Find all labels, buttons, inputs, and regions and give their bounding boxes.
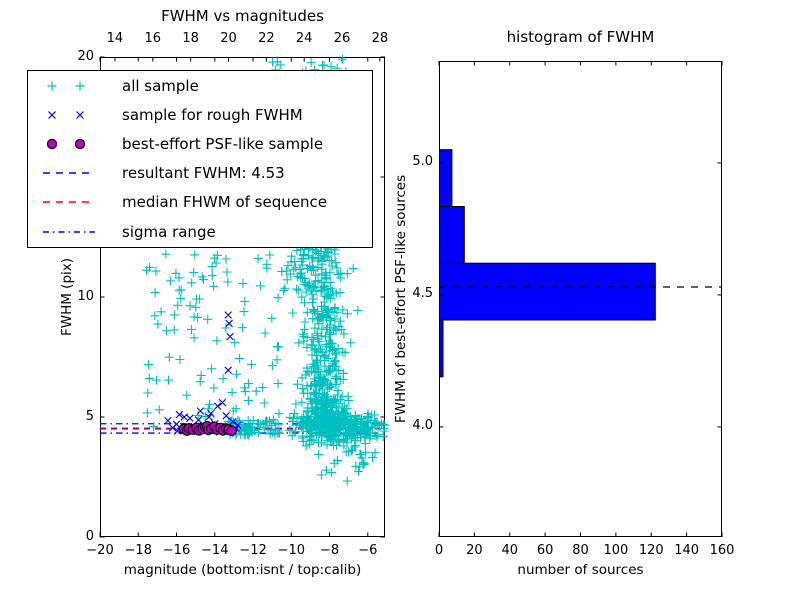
plus-legend-swatch-icon [47, 81, 85, 91]
left-ytick-label: 5 [85, 408, 94, 424]
histogram-bar [439, 262, 656, 321]
legend-item-label: all sample [122, 76, 199, 95]
right-plot-title: histogram of FWHM [506, 28, 655, 46]
left-top-tick-label: 28 [371, 31, 389, 46]
left-top-tick-label: 14 [106, 31, 124, 46]
legend: all sample sample for rough FWHM best-effo… [27, 70, 373, 248]
legend-item: best-effort PSF-like sample [28, 129, 372, 158]
left-xtick-label: −12 [239, 543, 267, 558]
dashdot-line-legend-swatch-icon [43, 230, 95, 233]
right-xtick-label: 160 [709, 543, 735, 558]
histogram-bars [439, 149, 656, 378]
left-top-tick-label: 16 [144, 31, 162, 46]
legend-item: resultant FWHM: 4.53 [28, 159, 372, 188]
histogram-bar [439, 149, 453, 207]
cross-legend-swatch-icon [48, 110, 84, 119]
right-plot-canvas [438, 61, 723, 537]
left-xtick-label: −8 [319, 543, 340, 558]
left-xtick-label: −6 [358, 543, 378, 558]
left-xtick-label: −18 [124, 543, 152, 558]
right-xtick-label: 60 [536, 543, 554, 558]
right-xtick-label: 120 [638, 543, 664, 558]
left-plot-title: FWHM vs magnitudes [161, 7, 324, 25]
left-ytick-label: 10 [77, 288, 94, 304]
left-xtick-label: −10 [277, 543, 305, 558]
series-psf-like [178, 420, 237, 437]
right-xtick-label: 20 [466, 543, 483, 558]
right-plot-ticks [438, 61, 723, 537]
right-xtick-label: 40 [501, 543, 519, 558]
circle-legend-swatch-icon [46, 138, 86, 150]
left-xtick-label: −14 [201, 543, 229, 558]
legend-item: median FHWM of sequence [28, 188, 372, 217]
right-xtick-label: 140 [674, 543, 700, 558]
right-ytick-label: 5.0 [412, 154, 433, 170]
left-ytick-label: 0 [85, 528, 94, 544]
left-top-tick-label: 26 [333, 31, 351, 46]
legend-item-label: sample for rough FWHM [122, 105, 303, 124]
left-xtick-label: −16 [162, 543, 191, 558]
right-xtick-label: 0 [434, 543, 444, 558]
left-top-tick-label: 22 [258, 31, 275, 46]
legend-item: sigma range [28, 217, 372, 246]
legend-item: sample for rough FWHM [28, 100, 372, 129]
left-top-tick-label: 24 [295, 31, 313, 46]
histogram-bar [439, 206, 465, 264]
left-plot-xlabel: magnitude (bottom:isnt / top:calib) [123, 562, 362, 578]
left-top-tick-label: 20 [220, 31, 237, 46]
right-plot-xlabel: number of sources [517, 562, 644, 578]
right-ytick-label: 4.0 [412, 418, 433, 434]
right-xtick-label: 100 [603, 543, 629, 558]
legend-item-label: resultant FWHM: 4.53 [122, 164, 285, 183]
left-ytick-label: 20 [77, 48, 94, 64]
histogram-bar [439, 319, 444, 378]
right-xtick-label: 80 [572, 543, 589, 558]
legend-item-label: sigma range [122, 222, 216, 241]
legend-item-label: median FHWM of sequence [122, 193, 327, 212]
left-xtick-label: −20 [86, 543, 114, 558]
right-ytick-label: 4.5 [412, 286, 433, 302]
left-top-tick-label: 18 [182, 31, 199, 46]
legend-item: all sample [28, 71, 372, 100]
dashed-line-legend-swatch-icon [43, 201, 95, 204]
dashed-line-legend-swatch-icon [43, 172, 95, 174]
series-all-sample [142, 54, 389, 486]
legend-item-label: best-effort PSF-like sample [122, 134, 324, 153]
